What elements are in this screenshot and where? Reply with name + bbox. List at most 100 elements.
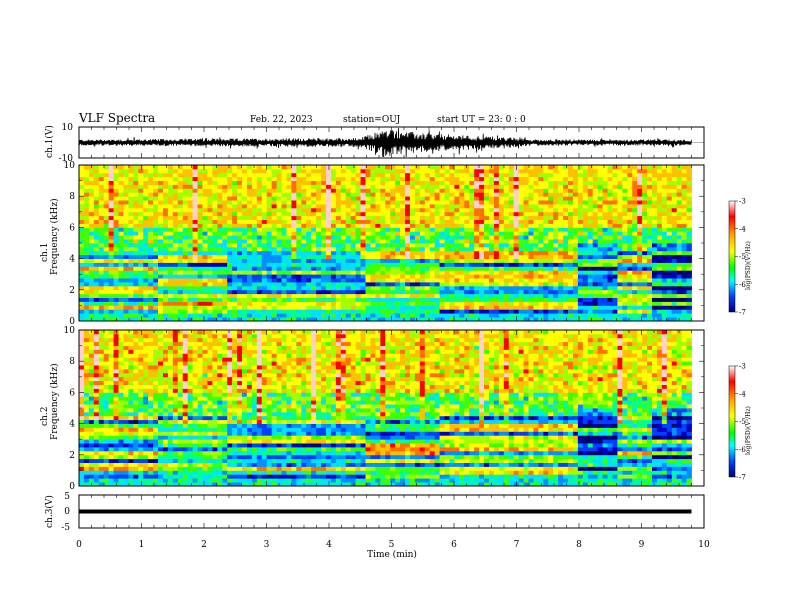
spectrogram-cell [296,262,302,267]
spectrogram-cell [192,274,198,279]
spectrogram-cell [335,235,342,240]
spectrogram-cell [488,243,495,248]
spectrogram-cell [612,289,618,295]
spectrogram-cell [330,188,337,193]
spectrogram-cell [627,285,633,291]
spectrogram-cell [93,168,100,174]
spectrogram-cell [656,266,663,271]
spectrogram-cell [380,188,386,193]
spectrogram-cell [503,204,510,209]
spectrogram-cell [563,211,569,217]
spectrogram-cell [607,289,613,295]
spectrogram-cell [572,258,579,263]
spectrogram-cell [128,285,134,291]
spectrogram-cell [523,317,529,322]
spectrogram-cell [325,309,332,314]
spectrogram-cell [222,188,228,193]
spectrogram-cell [355,239,361,244]
spectrogram-cell [385,258,391,263]
spectrogram-cell [607,172,613,178]
spectrogram-cell [335,246,342,252]
spectrogram-cell [153,282,159,287]
spectrogram-cell [128,231,134,236]
spectrogram-cell [380,317,386,322]
spectrogram-cell [138,207,144,213]
spectrogram-cell [172,172,179,178]
spectrogram-cell [133,204,139,209]
spectrogram-cell [671,192,678,197]
spectrogram-cell [217,176,223,181]
spectrogram-cell [592,250,599,256]
spectrogram-cell [647,227,653,232]
spectrogram-cell [528,207,534,213]
spectrogram-cell [237,165,243,170]
spectrogram-cell [602,223,608,228]
spectrogram-cell [390,168,396,174]
spectrogram-cell [533,200,539,205]
spectrogram-cell [192,258,198,263]
spectrogram-cell [582,227,589,232]
spectrogram-cell [256,172,263,178]
spectrogram-cell [592,207,599,213]
spectrogram-cell [538,204,544,209]
spectrogram-cell [528,266,534,271]
spectrogram-cell [498,313,505,318]
spectrogram-cell [212,285,218,291]
spectrogram-cell [311,285,317,291]
spectrogram-cell [143,184,149,189]
spectrogram-cell [197,168,203,174]
spectrogram-cell [256,211,263,217]
spectrogram-cell [93,309,100,314]
spectrogram-cell [153,258,159,263]
spectrogram-cell [138,317,144,322]
spectrogram-cell [582,200,589,205]
spectrogram-cell [222,180,228,185]
spectrogram-cell [474,239,480,244]
spectrogram-cell [271,223,277,228]
spectrogram-cell [162,211,169,217]
spectrogram-cell [246,223,253,228]
spectrogram-cell [311,243,317,248]
spectrogram-cell [335,285,342,291]
spectrogram-cell [133,289,139,295]
spectrogram-cell [217,172,223,178]
spectrogram-cell [207,200,213,205]
spectrogram-cell [676,188,683,193]
spectrogram-cell [261,297,268,302]
spectrogram-cell [301,211,307,217]
spectrogram-cell [543,223,549,228]
spectrogram-cell [256,215,263,220]
spectrogram-cell [484,262,490,267]
spectrogram-cell [108,168,114,174]
spectrogram-cell [93,172,100,178]
spectrogram-cell [459,313,465,318]
spectrogram-cell [271,278,277,283]
spectrogram-cell [301,262,307,267]
spectrogram-cell [143,239,149,244]
spectrogram-cell [622,200,628,205]
spectrogram-cell [454,289,460,295]
spectrogram-cell [266,254,273,259]
spectrogram-cell [365,266,371,271]
spectrogram-cell [148,219,154,224]
spectrogram-cell [548,262,554,267]
spectrogram-cell [523,285,529,291]
spectrogram-cell [400,285,406,291]
spectrogram-cell [138,301,144,306]
spectrogram-cell [227,223,233,228]
spectrogram-cell [661,176,668,181]
spectrogram-cell [83,262,90,267]
spectrogram-cell [464,254,470,259]
spectrogram-cell [192,192,198,197]
spectrogram-cell [365,176,371,181]
spectrogram-cell [676,200,683,205]
spectrogram-cell [676,313,683,318]
spectrogram-cell [128,200,134,205]
spectrogram-cell [350,270,357,275]
spectrogram-cell [484,301,490,306]
spectrogram-cell [128,258,134,263]
spectrogram-cell [232,188,238,193]
spectrogram-cell [345,219,352,224]
spectrogram-cell [246,211,253,217]
spectrogram-cell [395,285,401,291]
